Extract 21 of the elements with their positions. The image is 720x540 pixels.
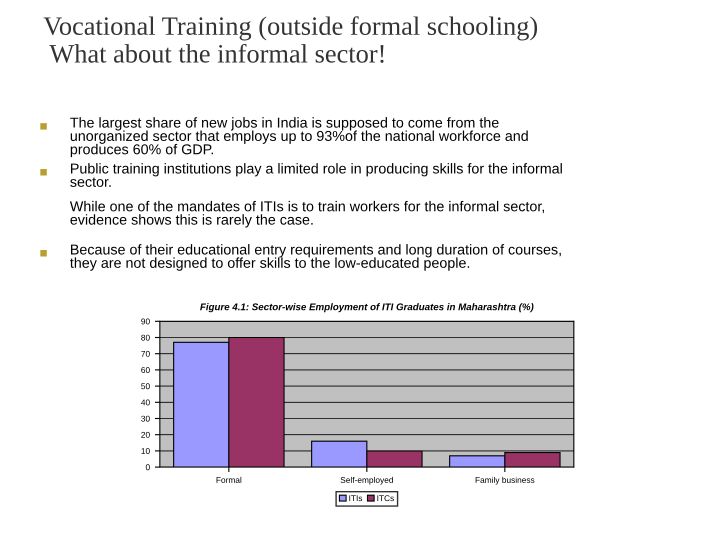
x-tick-label: Self-employed	[340, 476, 393, 485]
x-tick-label: Family business	[476, 476, 534, 485]
y-tick-label: 80	[141, 334, 150, 341]
x-tick-label: Formal	[216, 476, 242, 483]
y-tick-label: 20	[141, 432, 150, 438]
text: Public training institutions play a limited role in producing skills for the informal sector.	[70, 163, 562, 187]
y-tick-label: 10	[141, 448, 150, 454]
y-tick-label: 40	[141, 400, 150, 406]
y-tick-label: 90	[141, 318, 150, 324]
legend-label: ITCs	[377, 495, 394, 502]
y-tick-label: 30	[141, 416, 150, 422]
text: While one of the mandates of ITIs is to train workers for the informal sector, evidence shows this is rarely the case.	[70, 200, 544, 228]
text: Because of their educational entry requirements and long duration of courses, they are not designed to offer skills to the low-educated people.	[70, 244, 561, 271]
y-tick-label: 70	[141, 350, 150, 357]
text: The largest share of new jobs in India is supposed to come from the unorganized sector that employs up to 93%of the national workforce and produces 60% of GDP.	[70, 117, 528, 158]
y-tick-label: 0	[146, 464, 150, 470]
chart-subtitle: Figure 4.1: Sector-wise Employment of ITI Graduates in Maharashtra (%)	[200, 303, 534, 312]
y-tick-label: 60	[141, 367, 150, 373]
legend-label: ITIs	[349, 495, 362, 502]
chart-title: Vocational Training (outside formal schooling) What about the informal sector!	[43, 16, 538, 63]
y-tick-label: 50	[141, 383, 150, 390]
